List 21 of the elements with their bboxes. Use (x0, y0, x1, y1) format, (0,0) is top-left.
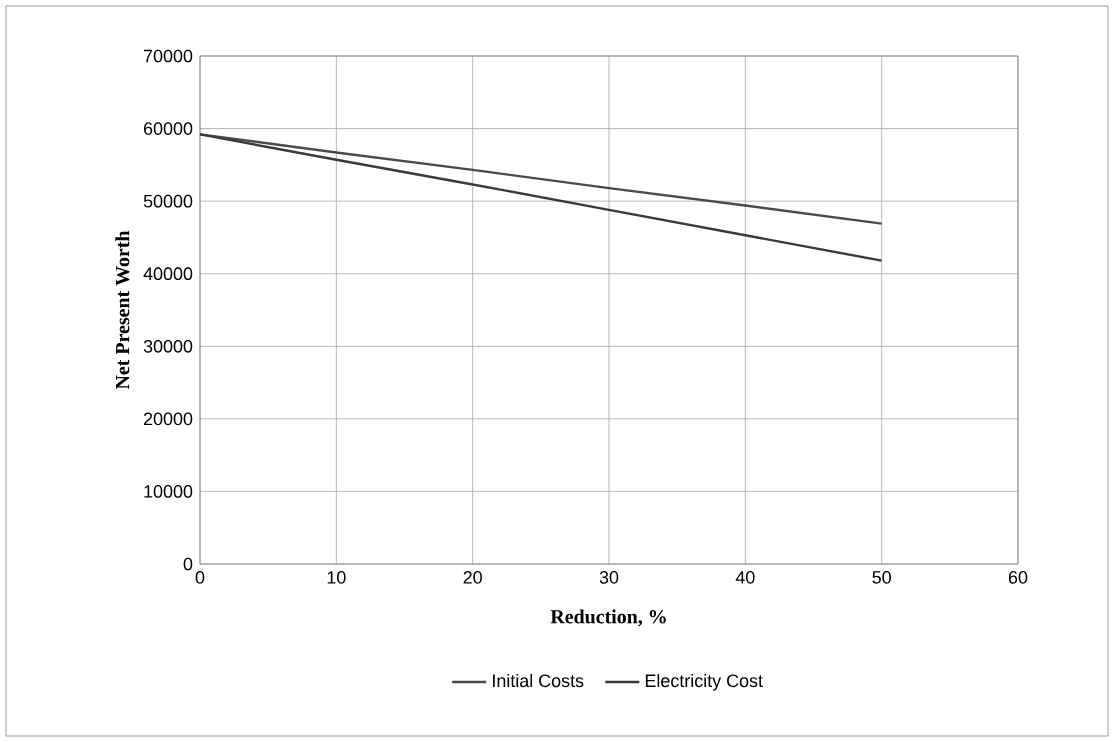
y-tick-label: 10000 (144, 485, 193, 498)
y-axis-title: Net Present Worth (115, 230, 130, 390)
x-tick-label: 0 (195, 571, 205, 584)
x-tick-label: 40 (735, 571, 755, 584)
x-axis-title: Reduction, % (550, 609, 666, 627)
y-tick-label: 70000 (144, 49, 193, 63)
line-series (200, 133, 883, 225)
legend-label: Electricity Cost (645, 673, 763, 691)
line-series (200, 133, 883, 262)
y-tick-label: 30000 (143, 339, 193, 353)
y-tick-label: 50000 (143, 194, 193, 208)
legend-label: Initial Costs (493, 673, 584, 688)
y-tick-label: 0 (183, 557, 193, 571)
y-tick-label: 60000 (144, 122, 193, 135)
x-tick-label: 30 (599, 571, 619, 584)
y-tick-label: 40000 (143, 267, 193, 281)
x-tick-label: 60 (1008, 571, 1028, 584)
x-tick-label: 20 (463, 571, 482, 584)
y-tick-label: 20000 (144, 412, 193, 426)
x-tick-label: 50 (872, 571, 891, 584)
x-tick-label: 10 (327, 571, 346, 584)
